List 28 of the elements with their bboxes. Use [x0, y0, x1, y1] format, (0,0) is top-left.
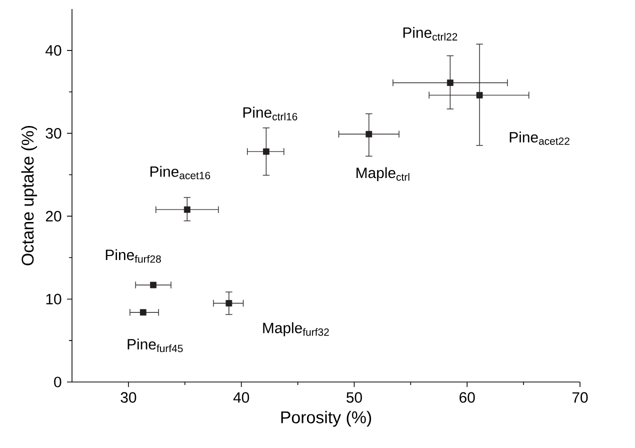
point	[262, 148, 270, 155]
point	[476, 92, 483, 98]
x-tick-label: 60	[460, 392, 475, 403]
annotation: Maple$_{ctrl}$	[356, 167, 410, 182]
annotation: Pine$_{acet16}$	[150, 166, 210, 180]
y-axis-title: Octane uptake (%)	[21, 126, 38, 266]
point	[150, 282, 156, 288]
point	[140, 309, 146, 316]
x-axis-title: Porosity (%)	[281, 410, 372, 427]
y-tick-label: 0	[54, 376, 62, 388]
y-tick-label: 10	[46, 294, 62, 304]
y-tick-label: 40	[46, 45, 62, 56]
annotation: Pine$_{furf28}$	[106, 249, 161, 263]
y-tick-label: 30	[46, 128, 62, 139]
annotation: Pine$_{ctrl16}$	[243, 106, 298, 120]
x-tick-label: 40	[233, 392, 250, 403]
x-tick-label: 50	[346, 392, 362, 403]
annotation: Pine$_{ctrl22}$	[403, 26, 458, 41]
point	[446, 80, 454, 86]
point	[226, 300, 232, 306]
x-tick-label: 70	[572, 392, 588, 403]
point	[184, 206, 190, 213]
y-tick-label: 20	[46, 210, 62, 222]
annotation: Pine$_{furf45}$	[128, 338, 183, 352]
point	[366, 130, 372, 138]
annotation: Maple$_{furf32}$	[263, 322, 329, 336]
annotation: Pine$_{acet22}$	[510, 132, 570, 145]
x-tick-label: 30	[120, 392, 136, 403]
